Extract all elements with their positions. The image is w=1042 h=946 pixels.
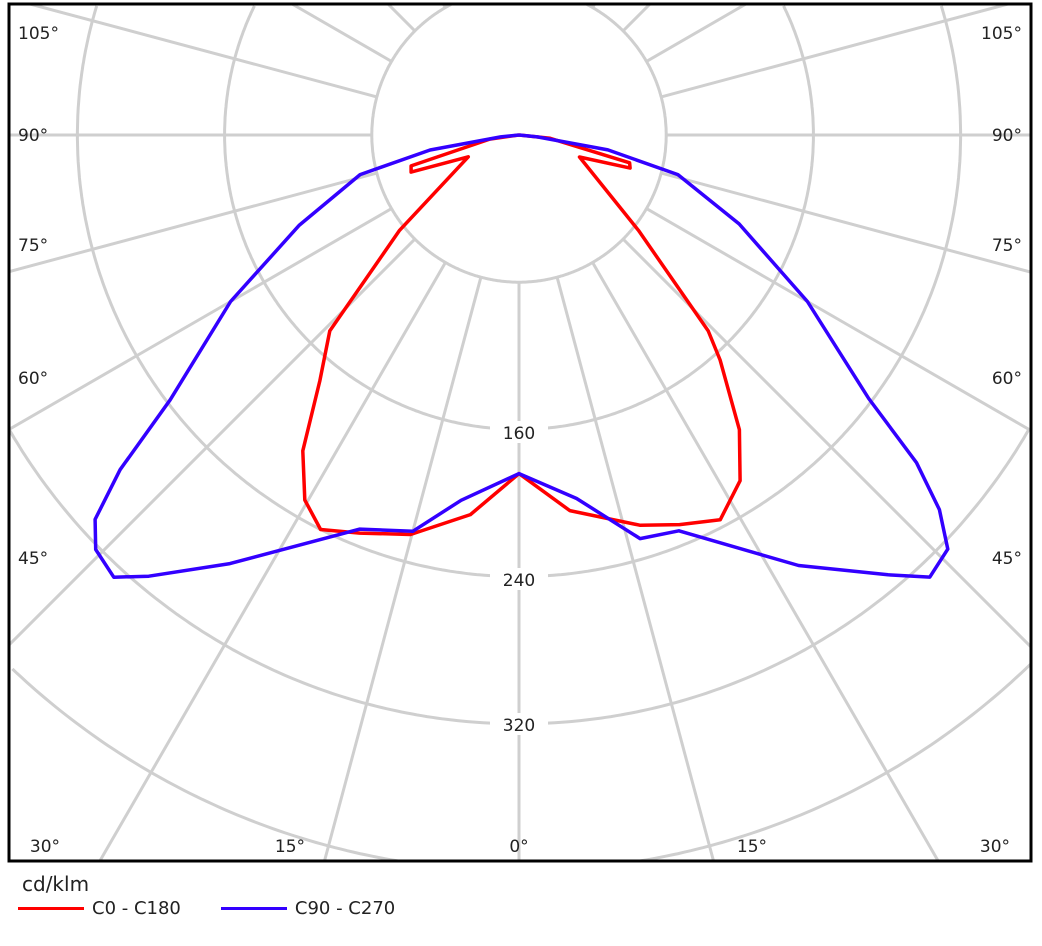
angle-gridline [591, 261, 940, 861]
angle-label-bottom: 15° [275, 837, 305, 857]
angle-gridline [645, 4, 747, 63]
angle-label-right: 90° [992, 126, 1022, 146]
radial-gridline [640, 663, 1031, 861]
angle-gridline [9, 238, 416, 647]
angle-gridline [660, 171, 1031, 274]
radial-gridline [519, 5, 963, 579]
legend-swatch [220, 907, 287, 910]
angle-gridline [555, 276, 715, 861]
angle-gridline [386, 4, 416, 32]
legend-label: C90 - C270 [294, 898, 396, 919]
angle-label-left: 105° [18, 24, 59, 44]
legend-label: C0 - C180 [92, 898, 181, 919]
angle-label-bottom: 30° [980, 837, 1010, 857]
angle-gridline [9, 207, 393, 431]
radial-gridline [75, 5, 519, 579]
radial-tick-label: 160 [503, 424, 535, 444]
radial-tick-label: 240 [503, 571, 535, 591]
legend-item-c0-c180: C0 - C180 [18, 898, 181, 919]
angle-label-left: 45° [18, 549, 48, 569]
labels-layer: 160 240 320 105° 90° 75° 60° 45° 105° 90… [18, 24, 1022, 857]
tick-label-background [490, 713, 548, 735]
angle-gridline [323, 276, 483, 861]
angle-label-bottom: 0° [509, 837, 528, 857]
angle-label-right: 105° [981, 24, 1022, 44]
series-line-c90-c270 [93, 133, 950, 579]
angle-gridline [622, 4, 652, 32]
angle-gridline [291, 4, 393, 63]
radial-gridline [9, 428, 519, 726]
plot-frame [7, 2, 1033, 863]
radial-gridline [223, 5, 519, 431]
series-layer [93, 133, 950, 579]
angle-gridline [622, 238, 1031, 649]
legend: cd/klm C0 - C180 C90 - C270 [18, 872, 435, 919]
polar-chart: 160 240 320 105° 90° 75° 60° 45° 105° 90… [7, 2, 1033, 863]
angle-gridline [645, 207, 1031, 432]
radial-gridline [11, 667, 398, 861]
angle-gridline [98, 261, 447, 861]
polar-grid [9, 4, 1031, 861]
legend-item-c90-c270: C90 - C270 [220, 898, 396, 919]
angle-label-left: 60° [18, 369, 48, 389]
angle-label-right: 75° [992, 236, 1022, 256]
angle-label-bottom: 30° [30, 837, 60, 857]
angle-label-right: 60° [992, 369, 1022, 389]
angle-label-right: 45° [992, 549, 1022, 569]
legend-swatch [18, 907, 84, 910]
radial-gridline [519, 428, 1031, 726]
angle-gridline [9, 171, 378, 274]
tick-label-background [490, 568, 548, 590]
radial-gridline [519, 5, 815, 431]
angle-label-left: 75° [18, 236, 48, 256]
angle-label-left: 90° [18, 126, 48, 146]
angle-gridline [29, 4, 378, 99]
radial-tick-label: 320 [503, 716, 535, 736]
angle-label-bottom: 15° [737, 837, 767, 857]
tick-label-background [490, 421, 548, 443]
unit-label: cd/klm [22, 872, 90, 896]
angle-gridline [660, 4, 1009, 99]
